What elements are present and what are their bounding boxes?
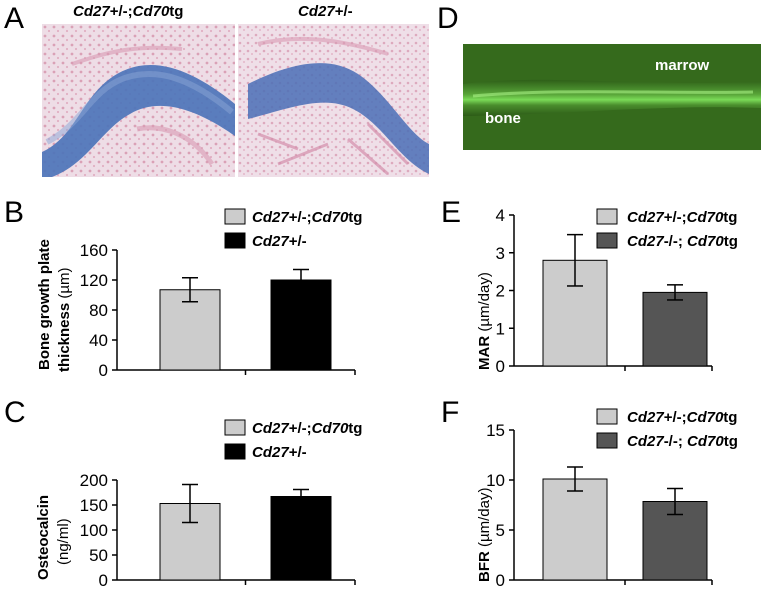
chart-c-bar <box>270 496 332 581</box>
chart-f-ytick-label: 0 <box>496 571 505 590</box>
panel-label-b: B <box>4 196 25 229</box>
legend-e-swatch-2 <box>596 232 618 249</box>
legend-f-swatch-1 <box>596 408 618 425</box>
legend-f-swatch-2 <box>596 432 618 449</box>
chart-e-ytick-label: 2 <box>496 282 505 301</box>
chart-c-ytick-label: 150 <box>80 496 108 515</box>
chart-f-ylabel: BFR (µm/day) <box>476 488 493 582</box>
chart-f-bar <box>542 478 608 581</box>
chart-b-ytick-label: 40 <box>89 331 108 350</box>
chart-b-ytick-label: 0 <box>99 361 108 380</box>
chart-c-ytick-label: 50 <box>89 546 108 565</box>
chart-b-ylabel-line1: Bone growth plate <box>36 239 53 370</box>
chart-e-ylabel: MAR (µm/day) <box>476 272 493 370</box>
chart-c-ytick-label: 0 <box>99 571 108 590</box>
chart-f-ytick-label: 5 <box>496 521 505 540</box>
legend-c-label-2: Cd27+/- <box>252 444 307 461</box>
legend-f: Cd27+/-;Cd70tg Cd27-/-; Cd70tg <box>596 408 738 450</box>
legend-b-swatch-1 <box>224 208 246 225</box>
histology-image-left <box>42 24 235 177</box>
chart-e-ytick-label: 0 <box>496 357 505 376</box>
chart-b-bar <box>270 279 332 371</box>
legend-c-label-1: Cd27+/-;Cd70tg <box>252 420 362 437</box>
legend-c-swatch-1 <box>224 419 246 436</box>
chart-e-ytick-label: 1 <box>496 319 505 338</box>
legend-b-swatch-2 <box>224 232 246 249</box>
legend-b: Cd27+/-;Cd70tg Cd27+/- <box>224 208 362 250</box>
legend-c-swatch-2 <box>224 443 246 460</box>
panel-label-e: E <box>441 196 462 229</box>
histology-right-title: Cd27+/- <box>298 3 353 20</box>
histology-left-title: Cd27+/-;Cd70tg <box>73 3 184 20</box>
chart-b-ylabel-line2: thickness (µm) <box>56 267 73 372</box>
chart-c-ylabel-line2: (ng/ml) <box>55 518 72 565</box>
chart-b-ytick-label: 160 <box>80 241 108 260</box>
chart-c-ytick-label: 100 <box>80 521 108 540</box>
legend-b-label-1: Cd27+/-;Cd70tg <box>252 209 362 226</box>
legend-f-label-2: Cd27-/-; Cd70tg <box>627 433 738 450</box>
legend-b-label-2: Cd27+/- <box>252 233 307 250</box>
chart-e-bar <box>642 291 708 367</box>
chart-e-ytick-label: 3 <box>496 244 505 263</box>
fluorescence-image: marrow bone <box>463 44 761 150</box>
chart-b-ytick-label: 120 <box>80 271 108 290</box>
legend-e-swatch-1 <box>596 208 618 225</box>
legend-e-label-1: Cd27+/-;Cd70tg <box>627 209 737 226</box>
chart-b-ytick-label: 80 <box>89 301 108 320</box>
chart-c-ytick-label: 200 <box>80 471 108 490</box>
fluorescence-label-marrow: marrow <box>655 57 710 74</box>
legend-e-label-2: Cd27-/-; Cd70tg <box>627 233 738 250</box>
chart-f-ytick-label: 15 <box>486 421 505 440</box>
panel-label-a: A <box>4 2 25 35</box>
panel-label-d: D <box>437 2 459 35</box>
legend-c: Cd27+/-;Cd70tg Cd27+/- <box>224 419 362 461</box>
histology-image-right <box>238 24 429 177</box>
legend-e: Cd27+/-;Cd70tg Cd27-/-; Cd70tg <box>596 208 738 250</box>
legend-f-label-1: Cd27+/-;Cd70tg <box>627 409 737 426</box>
fluorescence-label-bone: bone <box>485 110 521 127</box>
chart-f-ytick-label: 10 <box>486 471 505 490</box>
chart-c-ylabel-line1: Osteocalcin <box>35 495 52 580</box>
panel-label-f: F <box>441 396 460 429</box>
panel-label-c: C <box>4 396 26 429</box>
chart-e-ytick-label: 4 <box>496 206 505 225</box>
